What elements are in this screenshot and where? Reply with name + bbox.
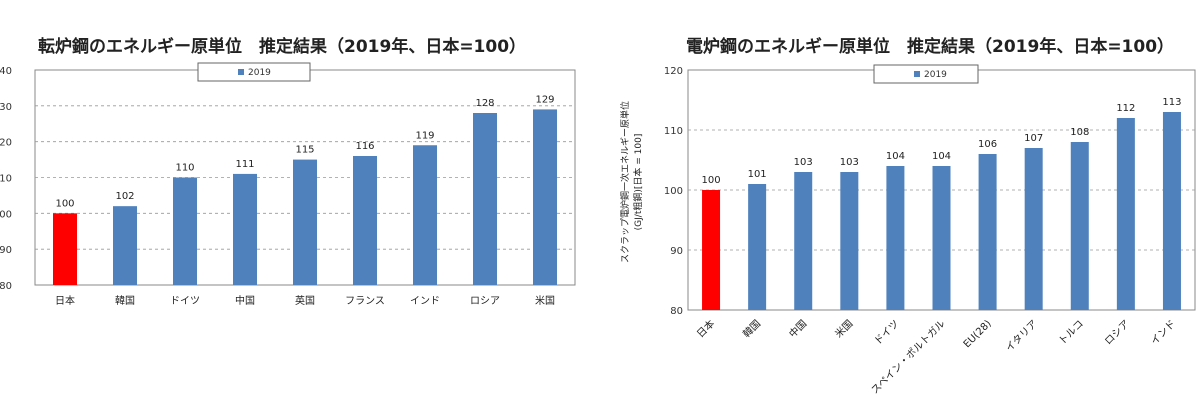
- legend-box-bof: [197, 62, 311, 82]
- data-label-eaf-0: 100: [701, 175, 720, 186]
- bar-eaf-0: [702, 190, 721, 310]
- bar-eaf-10: [1162, 112, 1181, 310]
- y-tick-bof-1: 90: [0, 245, 12, 256]
- y-tick-eaf-0: 80: [670, 306, 683, 317]
- data-label-bof-1: 102: [115, 191, 134, 202]
- x-tick-eaf-1: 韓国: [741, 318, 764, 341]
- bar-bof-5: [353, 156, 377, 285]
- y-axis-label-eaf-1: (GJ/t粗鋼)[日本 = 100]: [632, 134, 644, 231]
- data-label-eaf-6: 106: [978, 139, 997, 150]
- x-tick-bof-5: フランス: [345, 295, 385, 307]
- y-tick-bof-6: 140: [0, 66, 12, 77]
- legend-box-eaf: [873, 64, 979, 84]
- data-label-eaf-4: 104: [886, 151, 905, 162]
- y-tick-bof-2: 100: [0, 209, 12, 220]
- y-tick-bof-0: 80: [0, 281, 12, 292]
- y-tick-bof-5: 130: [0, 102, 12, 113]
- x-tick-eaf-10: インド: [1149, 318, 1178, 347]
- x-tick-eaf-5: スペイン・ポルトガル: [869, 318, 948, 397]
- bar-eaf-7: [1024, 148, 1043, 310]
- data-label-eaf-10: 113: [1162, 97, 1181, 108]
- data-label-bof-2: 110: [175, 163, 194, 174]
- data-label-eaf-5: 104: [932, 151, 951, 162]
- x-tick-bof-1: 韓国: [115, 295, 135, 307]
- x-tick-bof-2: ドイツ: [170, 296, 200, 307]
- chart-title-bof-rest: のエネルギー原単位 推定結果（2019年、日本=100）: [89, 37, 527, 57]
- data-label-bof-8: 129: [535, 94, 554, 105]
- bar-eaf-2: [794, 172, 813, 310]
- chart-title-eaf-bold: 電炉鋼: [686, 37, 737, 57]
- y-tick-eaf-4: 120: [664, 66, 683, 77]
- bar-bof-3: [233, 173, 257, 285]
- y-tick-eaf-3: 110: [664, 126, 683, 137]
- bar-eaf-1: [748, 184, 767, 310]
- y-tick-eaf-2: 100: [664, 186, 683, 197]
- bar-eaf-5: [932, 166, 951, 310]
- data-label-bof-0: 100: [55, 198, 74, 209]
- bar-eaf-6: [978, 154, 997, 310]
- chart-title-eaf-rest: のエネルギー原単位 推定結果（2019年、日本=100）: [737, 37, 1175, 57]
- data-label-eaf-3: 103: [840, 157, 859, 168]
- x-tick-bof-4: 英国: [295, 294, 315, 307]
- legend-label-eaf: 2019: [924, 70, 947, 80]
- x-tick-eaf-4: ドイツ: [873, 318, 902, 347]
- x-tick-eaf-7: イタリア: [1003, 318, 1039, 354]
- data-label-bof-6: 119: [415, 130, 434, 141]
- bar-bof-2: [173, 177, 197, 285]
- bar-bof-4: [293, 159, 317, 285]
- x-tick-eaf-8: トルコ: [1057, 318, 1086, 347]
- bar-bof-7: [473, 113, 497, 285]
- x-tick-eaf-3: 米国: [832, 317, 855, 340]
- x-tick-bof-0: 日本: [55, 294, 75, 307]
- bar-eaf-8: [1070, 142, 1089, 310]
- x-tick-bof-7: ロシア: [470, 296, 500, 307]
- bar-eaf-4: [886, 166, 905, 310]
- data-label-eaf-2: 103: [794, 157, 813, 168]
- bar-bof-8: [533, 109, 557, 286]
- data-label-eaf-9: 112: [1116, 103, 1135, 114]
- y-tick-bof-4: 120: [0, 138, 12, 149]
- data-label-eaf-7: 107: [1024, 133, 1043, 144]
- chart-title-bof-bold: 転炉鋼: [38, 37, 89, 57]
- data-label-eaf-8: 108: [1070, 127, 1089, 138]
- legend-swatch-eaf: [914, 71, 920, 77]
- legend-swatch-bof: [238, 69, 244, 75]
- chart-title-bof: 転炉鋼のエネルギー原単位 推定結果（2019年、日本=100）: [38, 32, 526, 57]
- bar-eaf-3: [840, 172, 859, 310]
- bar-bof-6: [413, 145, 437, 285]
- bar-eaf-9: [1116, 118, 1135, 310]
- x-tick-eaf-9: ロシア: [1103, 318, 1132, 347]
- data-label-bof-7: 128: [475, 98, 494, 109]
- x-tick-eaf-6: EU(28): [962, 318, 994, 350]
- chart-title-eaf: 電炉鋼のエネルギー原単位 推定結果（2019年、日本=100）: [686, 32, 1174, 57]
- data-label-bof-4: 115: [295, 145, 314, 156]
- y-tick-bof-3: 110: [0, 174, 12, 185]
- x-tick-eaf-2: 中国: [786, 317, 809, 340]
- x-tick-eaf-0: 日本: [694, 317, 717, 340]
- x-tick-bof-6: インド: [410, 296, 440, 307]
- y-axis-label-eaf-0: スクラップ電炉鋼一次エネルギー原単位: [619, 101, 631, 263]
- legend-label-bof: 2019: [248, 68, 271, 78]
- y-tick-eaf-1: 90: [670, 246, 683, 257]
- x-tick-bof-3: 中国: [235, 294, 255, 307]
- bar-bof-1: [113, 206, 137, 285]
- data-label-bof-3: 111: [235, 159, 254, 170]
- data-label-bof-5: 116: [355, 141, 374, 152]
- bar-bof-0: [53, 213, 77, 285]
- data-label-eaf-1: 101: [748, 169, 767, 180]
- x-tick-bof-8: 米国: [535, 294, 555, 307]
